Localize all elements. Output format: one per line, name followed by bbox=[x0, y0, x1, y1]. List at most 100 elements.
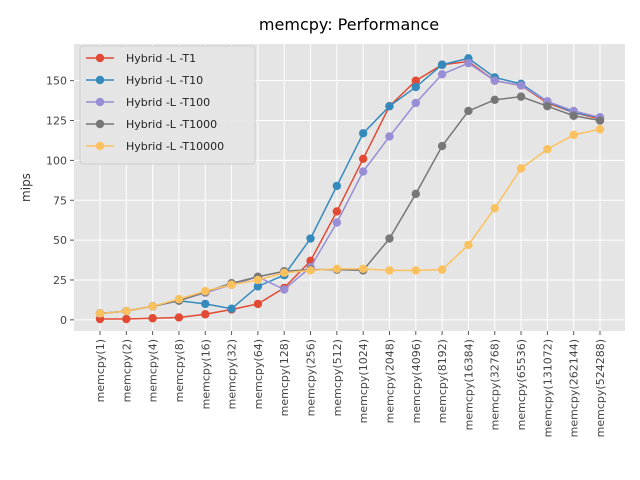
data-point bbox=[122, 306, 131, 316]
data-point bbox=[306, 266, 315, 275]
x-axis-ticks: memcpy(1) memcpy(2) memcpy(4) memcpy(8) memc… bbox=[94, 331, 607, 437]
data-point bbox=[437, 265, 447, 274]
x-tick-label: memcpy(4) bbox=[147, 339, 160, 402]
data-point bbox=[253, 282, 263, 291]
data-point bbox=[490, 204, 499, 213]
data-point bbox=[516, 164, 526, 173]
data-point bbox=[464, 106, 473, 116]
legend-label: Hybrid -L -T1 bbox=[126, 52, 196, 65]
data-point bbox=[148, 314, 157, 323]
y-tick-label: 25 bbox=[53, 274, 67, 287]
series-line bbox=[99, 57, 601, 315]
y-tick-label: 50 bbox=[53, 234, 67, 247]
data-point bbox=[332, 181, 342, 191]
series bbox=[95, 125, 605, 318]
data-point bbox=[464, 58, 473, 68]
legend-item: Hybrid -L -T100 bbox=[86, 96, 210, 109]
data-point bbox=[358, 167, 368, 176]
data-point bbox=[358, 154, 368, 163]
series-line bbox=[99, 128, 601, 315]
data-point bbox=[174, 294, 184, 304]
x-tick-label: memcpy(32) bbox=[226, 339, 239, 409]
data-point bbox=[569, 130, 578, 140]
legend-swatch-marker bbox=[95, 119, 105, 129]
x-tick-label: memcpy(65536) bbox=[515, 339, 528, 430]
legend-swatch-marker bbox=[95, 53, 105, 63]
data-point bbox=[595, 125, 605, 134]
legend-swatch-marker bbox=[95, 141, 105, 151]
data-point bbox=[437, 60, 447, 69]
series-lines bbox=[95, 54, 605, 324]
data-point bbox=[174, 313, 184, 322]
legend-label: Hybrid -L -T1000 bbox=[126, 118, 217, 131]
x-tick-label: memcpy(8192) bbox=[436, 339, 449, 423]
data-point bbox=[411, 266, 420, 275]
data-point bbox=[227, 304, 236, 313]
data-point bbox=[411, 82, 420, 92]
data-point bbox=[464, 240, 473, 250]
legend-swatch-marker bbox=[95, 75, 105, 85]
data-point bbox=[490, 95, 499, 105]
data-point bbox=[569, 111, 578, 120]
data-point bbox=[437, 70, 447, 79]
data-point bbox=[411, 98, 420, 108]
data-point bbox=[385, 266, 394, 275]
legend-box bbox=[79, 45, 256, 165]
legend-item: Hybrid -L -T10 bbox=[86, 74, 203, 87]
y-tick-label: 150 bbox=[46, 75, 67, 88]
data-point bbox=[595, 116, 605, 125]
x-tick-label: memcpy(1) bbox=[94, 339, 107, 402]
x-tick-label: memcpy(2048) bbox=[383, 339, 396, 423]
data-point bbox=[201, 310, 210, 319]
data-point bbox=[122, 314, 131, 324]
x-tick-label: memcpy(128) bbox=[278, 339, 291, 416]
y-axis-label: mips bbox=[19, 173, 33, 202]
data-point bbox=[306, 234, 315, 243]
x-tick-label: memcpy(16384) bbox=[462, 339, 475, 430]
legend-item: Hybrid -L -T1 bbox=[86, 52, 196, 65]
data-point bbox=[411, 76, 420, 85]
data-point bbox=[201, 299, 210, 309]
data-point bbox=[516, 92, 526, 101]
data-point bbox=[332, 218, 342, 227]
legend-item: Hybrid -L -T1000 bbox=[86, 118, 217, 131]
legend-label: Hybrid -L -T10 bbox=[126, 74, 203, 87]
data-point bbox=[385, 101, 394, 111]
data-point bbox=[227, 280, 236, 289]
x-tick-label: memcpy(1024) bbox=[357, 339, 370, 423]
x-tick-label: memcpy(4096) bbox=[410, 339, 423, 423]
data-point bbox=[280, 285, 289, 294]
x-tick-label: memcpy(512) bbox=[331, 339, 344, 416]
data-point bbox=[95, 309, 105, 318]
data-point bbox=[253, 299, 263, 309]
data-point bbox=[385, 132, 394, 141]
data-point bbox=[332, 207, 342, 216]
x-tick-label: memcpy(131072) bbox=[541, 339, 554, 437]
data-point bbox=[411, 189, 420, 199]
x-tick-label: memcpy(524288) bbox=[594, 339, 607, 437]
x-tick-label: memcpy(32768) bbox=[489, 339, 502, 430]
legend: Hybrid -L -T1 Hybrid -L -T10 Hybrid -L -T1… bbox=[79, 45, 256, 165]
data-point bbox=[490, 76, 499, 85]
legend-item: Hybrid -L -T10000 bbox=[86, 140, 224, 153]
legend-label: Hybrid -L -T100 bbox=[126, 96, 210, 109]
chart-title: memcpy: Performance bbox=[259, 15, 439, 34]
data-point bbox=[543, 101, 552, 111]
x-tick-label: memcpy(8) bbox=[173, 339, 186, 402]
x-tick-label: memcpy(2) bbox=[120, 339, 133, 402]
data-point bbox=[516, 81, 526, 90]
data-point bbox=[332, 264, 342, 274]
x-tick-label: memcpy(16) bbox=[199, 339, 212, 409]
data-point bbox=[543, 145, 552, 154]
data-point bbox=[437, 141, 447, 151]
legend-label: Hybrid -L -T10000 bbox=[126, 140, 224, 153]
x-tick-label: memcpy(256) bbox=[305, 339, 318, 416]
data-point bbox=[280, 268, 289, 278]
data-point bbox=[201, 286, 210, 296]
series-line bbox=[99, 95, 601, 315]
data-point bbox=[253, 275, 263, 285]
data-point bbox=[148, 302, 157, 311]
x-tick-label: memcpy(262144) bbox=[568, 339, 581, 437]
